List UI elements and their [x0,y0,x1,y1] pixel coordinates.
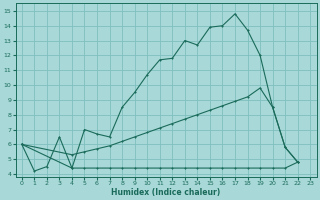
X-axis label: Humidex (Indice chaleur): Humidex (Indice chaleur) [111,188,221,197]
